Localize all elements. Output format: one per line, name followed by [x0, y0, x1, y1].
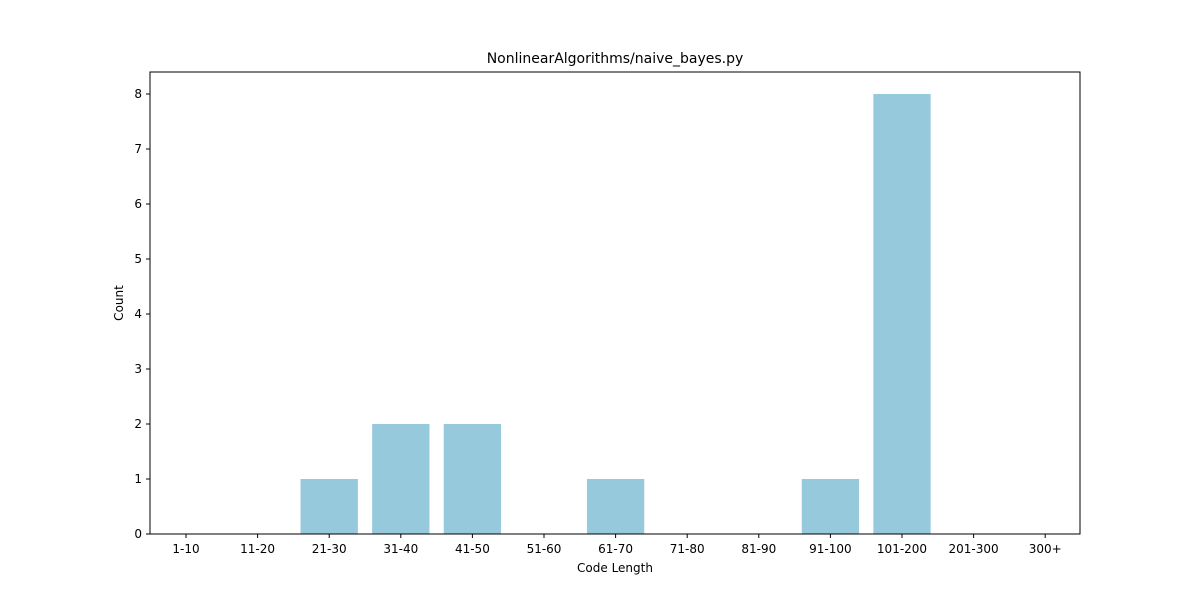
y-tick-label: 7: [134, 142, 142, 156]
y-tick-label: 6: [134, 197, 142, 211]
y-tick-label: 4: [134, 307, 142, 321]
x-tick-label: 61-70: [598, 542, 633, 556]
bar-41-50: [443, 424, 502, 534]
y-tick-label: 8: [134, 87, 142, 101]
y-tick-label: 3: [134, 362, 142, 376]
x-tick-label: 201-300: [949, 542, 999, 556]
x-tick-label: 81-90: [741, 542, 776, 556]
x-tick-label: 11-20: [240, 542, 275, 556]
x-tick-label: 1-10: [172, 542, 199, 556]
chart-title: NonlinearAlgorithms/naive_bayes.py: [487, 51, 744, 67]
y-tick-label: 0: [134, 527, 142, 541]
bars: [300, 94, 931, 534]
bar-91-100: [801, 479, 860, 534]
plot-frame: [149, 71, 1081, 535]
x-tick-label: 21-30: [312, 542, 347, 556]
x-tick-label: 71-80: [670, 542, 705, 556]
y-tick-label: 1: [134, 472, 142, 486]
x-tick-label: 101-200: [877, 542, 927, 556]
y-axis-ticks: 0 1 2 3 4 5 6 7 8: [134, 87, 150, 541]
bar-61-70: [586, 479, 645, 534]
y-tick-label: 5: [134, 252, 142, 266]
x-tick-label: 91-100: [809, 542, 852, 556]
x-tick-label: 51-60: [527, 542, 562, 556]
y-tick-label: 2: [134, 417, 142, 431]
bar-21-30: [300, 479, 358, 534]
bar-101-200: [873, 94, 931, 534]
y-axis-label: Count: [112, 285, 126, 321]
x-tick-label: 300+: [1029, 542, 1062, 556]
x-axis-label: Code Length: [577, 561, 653, 575]
x-axis-ticks: 1-10 11-20 21-30 31-40 41-50 51-60 61-70 71-80 8…: [172, 534, 1062, 556]
x-tick-label: 41-50: [455, 542, 490, 556]
x-tick-label: 31-40: [383, 542, 418, 556]
bar-31-40: [372, 424, 430, 534]
